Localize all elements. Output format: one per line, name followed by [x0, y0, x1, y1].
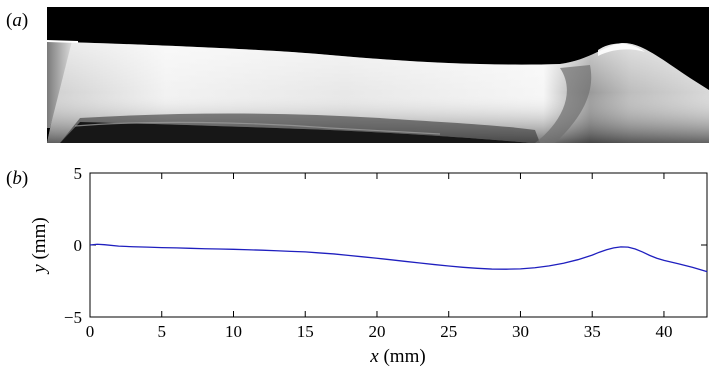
- x-tick-label-8: 40: [655, 322, 672, 341]
- y-tick-label-2: −5: [64, 308, 82, 327]
- x-tick-label-7: 35: [584, 322, 601, 341]
- x-tick-label-4: 20: [368, 322, 385, 341]
- plot-frame: [89, 172, 708, 318]
- panel-b-label: (b): [6, 168, 28, 189]
- x-tick-label-5: 25: [440, 322, 457, 341]
- x-tick-label-1: 5: [157, 322, 166, 341]
- photo-panel: [46, 7, 709, 143]
- dark-lower-film: [60, 113, 540, 143]
- wave-shadow: [535, 65, 592, 143]
- x-tick-label-0: 0: [86, 322, 95, 341]
- x-tick-label-3: 15: [297, 322, 314, 341]
- x-axis-label: x (mm): [369, 346, 425, 367]
- bottom-reflection: [74, 121, 441, 135]
- panel-a-label: (a): [6, 10, 28, 31]
- y-tick-label-1: 0: [74, 236, 83, 255]
- x-tick-label-2: 10: [225, 322, 242, 341]
- y-axis-label: y (mm): [29, 217, 50, 274]
- x-tick-label-6: 30: [512, 322, 529, 341]
- inlet-top-edge: [46, 40, 79, 43]
- wave-crest-highlight: [598, 43, 645, 56]
- inlet-wedge: [47, 41, 72, 128]
- axis-ticks: [89, 172, 707, 318]
- interface-profile-line: [89, 243, 708, 273]
- y-tick-label-0: 5: [74, 164, 83, 183]
